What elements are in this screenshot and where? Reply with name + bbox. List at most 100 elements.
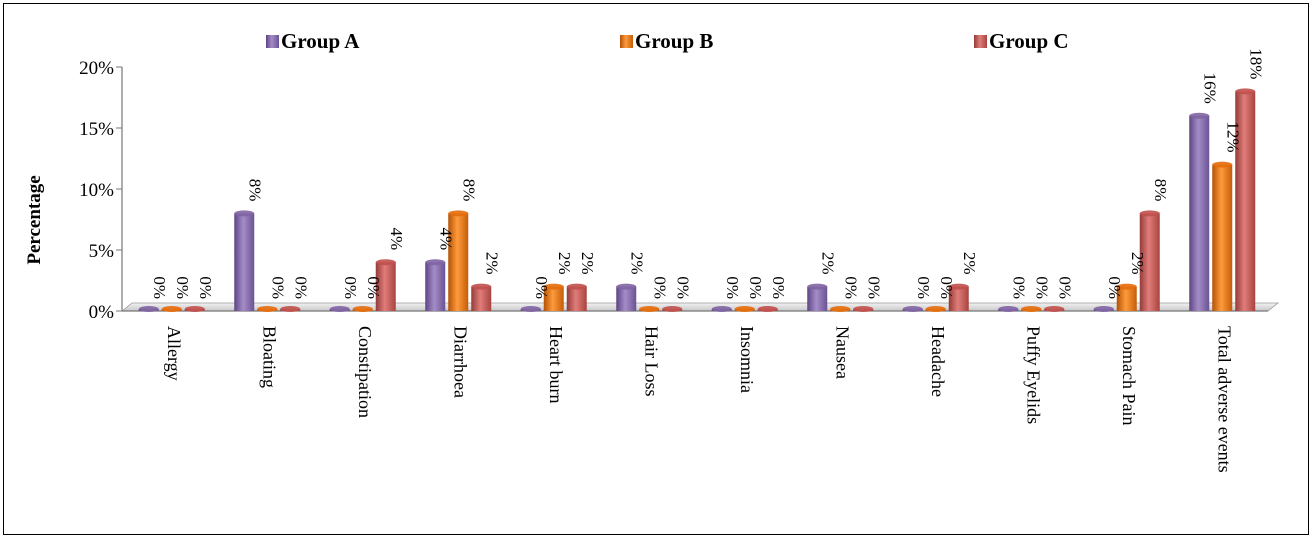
- bar-cap: [1093, 306, 1114, 312]
- bar-group-b-allergy: [161, 306, 182, 312]
- bar-group-b-hair-loss: [639, 306, 660, 312]
- data-label-group-a-bloating: 8%: [245, 179, 264, 202]
- bar-cap: [998, 306, 1019, 312]
- bar-group-b-constipation: [352, 306, 373, 312]
- bar-group-c-bloating: [280, 306, 301, 312]
- bar-body: [1189, 115, 1210, 311]
- legend-label-group-b: Group B: [635, 29, 713, 53]
- bar-group-b-nausea: [830, 306, 851, 312]
- data-label-group-a-constipation: 0%: [341, 276, 360, 299]
- data-label-group-c-bloating: 0%: [291, 276, 310, 299]
- bar-body: [566, 286, 587, 311]
- data-label-group-a-headache: 0%: [914, 276, 933, 299]
- bar-body: [448, 213, 469, 311]
- y-tick-label: 20%: [79, 58, 114, 79]
- bar-group-c-heart-burn: [566, 283, 587, 311]
- bar-body: [543, 286, 564, 311]
- legend-item-group-c: Group C: [974, 29, 1069, 53]
- bar-group-a-total-adverse-events: [1189, 112, 1210, 311]
- bar-group-a-diarrhoea: [425, 259, 446, 311]
- bar-cap: [948, 283, 969, 290]
- bar-group-c-constipation: [375, 259, 396, 311]
- bar-group-c-insomnia: [757, 306, 778, 312]
- bar-group-b-puffy-eyelids: [1021, 306, 1042, 312]
- chart-frame: [3, 3, 1309, 535]
- bar-cap: [616, 283, 637, 290]
- legend-item-group-b: Group B: [620, 29, 713, 53]
- legend-swatch-group-b: [620, 35, 633, 48]
- bar-group-c-allergy: [184, 306, 205, 312]
- bar-cap: [329, 306, 350, 312]
- data-label-group-c-hair-loss: 0%: [673, 276, 692, 299]
- data-label-group-a-stomach-pain: 0%: [1105, 276, 1124, 299]
- data-label-group-c-headache: 2%: [960, 252, 979, 275]
- data-label-group-c-total-adverse-events: 18%: [1246, 48, 1265, 79]
- bar-cap: [234, 210, 255, 217]
- bar-group-a-headache: [902, 306, 923, 312]
- x-tick-label-stomach-pain: Stomach Pain: [1119, 326, 1139, 426]
- bar-group-a-allergy: [138, 306, 159, 312]
- bar-cap: [257, 306, 278, 312]
- bar-cap: [448, 210, 469, 217]
- bar-cap: [830, 306, 851, 312]
- bar-group-a-constipation: [329, 306, 350, 312]
- data-label-group-b-diarrhoea: 8%: [459, 179, 478, 202]
- x-tick-labels: Allergy Bloating Constipation Diarrhoea Hear…: [164, 326, 1235, 473]
- bar-cap: [1189, 112, 1210, 119]
- legend-label-group-c: Group C: [989, 29, 1069, 53]
- bar-body: [807, 286, 828, 311]
- bar-body: [234, 213, 255, 311]
- data-label-group-c-insomnia: 0%: [769, 276, 788, 299]
- data-label-group-b-nausea: 0%: [841, 276, 860, 299]
- bar-body: [616, 286, 637, 311]
- legend-item-group-a: Group A: [266, 29, 360, 53]
- bars: [138, 88, 1256, 312]
- x-tick-label-puffy-eyelids: Puffy Eyelids: [1023, 326, 1043, 424]
- bar-group-c-diarrhoea: [471, 283, 492, 311]
- x-tick-label-headache: Headache: [928, 326, 948, 397]
- bar-cap: [520, 306, 541, 312]
- bar-group-b-headache: [925, 306, 946, 312]
- bar-cap: [639, 306, 660, 312]
- bar-cap: [757, 306, 778, 312]
- data-label-group-b-hair-loss: 0%: [650, 276, 669, 299]
- data-label-group-c-nausea: 0%: [864, 276, 883, 299]
- bar-cap: [161, 306, 182, 312]
- y-tick-label: 15%: [79, 119, 114, 140]
- axes: [120, 67, 1280, 312]
- x-tick-label-bloating: Bloating: [259, 326, 279, 388]
- bar-body: [1235, 91, 1256, 312]
- y-tick-labels: 0% 5% 10% 15% 20%: [79, 58, 122, 323]
- bar-body: [1139, 213, 1160, 311]
- bar-cap: [662, 306, 683, 312]
- bar-group-c-puffy-eyelids: [1044, 306, 1065, 312]
- bar-cap: [184, 306, 205, 312]
- x-tick-label-total-adverse-events: Total adverse events: [1214, 326, 1234, 473]
- y-tick-label: 10%: [79, 180, 114, 201]
- legend: Group A Group B Group C: [266, 29, 1069, 53]
- data-label-group-a-total-adverse-events: 16%: [1200, 73, 1219, 104]
- bar-cap: [566, 283, 587, 290]
- bar-body: [948, 286, 969, 311]
- bar-cap: [902, 306, 923, 312]
- bar-group-b-heart-burn: [543, 283, 564, 311]
- bar-cap: [280, 306, 301, 312]
- data-label-group-a-hair-loss: 2%: [627, 252, 646, 275]
- x-tick-label-insomnia: Insomnia: [737, 326, 757, 393]
- bar-body: [471, 286, 492, 311]
- data-label-group-a-insomnia: 0%: [723, 276, 742, 299]
- data-label-group-c-diarrhoea: 2%: [482, 252, 501, 275]
- data-label-group-a-allergy: 0%: [150, 276, 169, 299]
- bar-group-c-hair-loss: [662, 306, 683, 312]
- bar-body: [1212, 164, 1233, 311]
- y-tick-label: 0%: [89, 302, 115, 323]
- bar-group-a-puffy-eyelids: [998, 306, 1019, 312]
- bar-group-a-nausea: [807, 283, 828, 311]
- data-label-group-b-stomach-pain: 2%: [1128, 252, 1147, 275]
- bar-group-a-hair-loss: [616, 283, 637, 311]
- legend-swatch-group-a: [266, 35, 279, 48]
- bar-group-c-headache: [948, 283, 969, 311]
- bar-cap: [1021, 306, 1042, 312]
- bar-cap: [352, 306, 373, 312]
- bar-cap: [1116, 283, 1137, 290]
